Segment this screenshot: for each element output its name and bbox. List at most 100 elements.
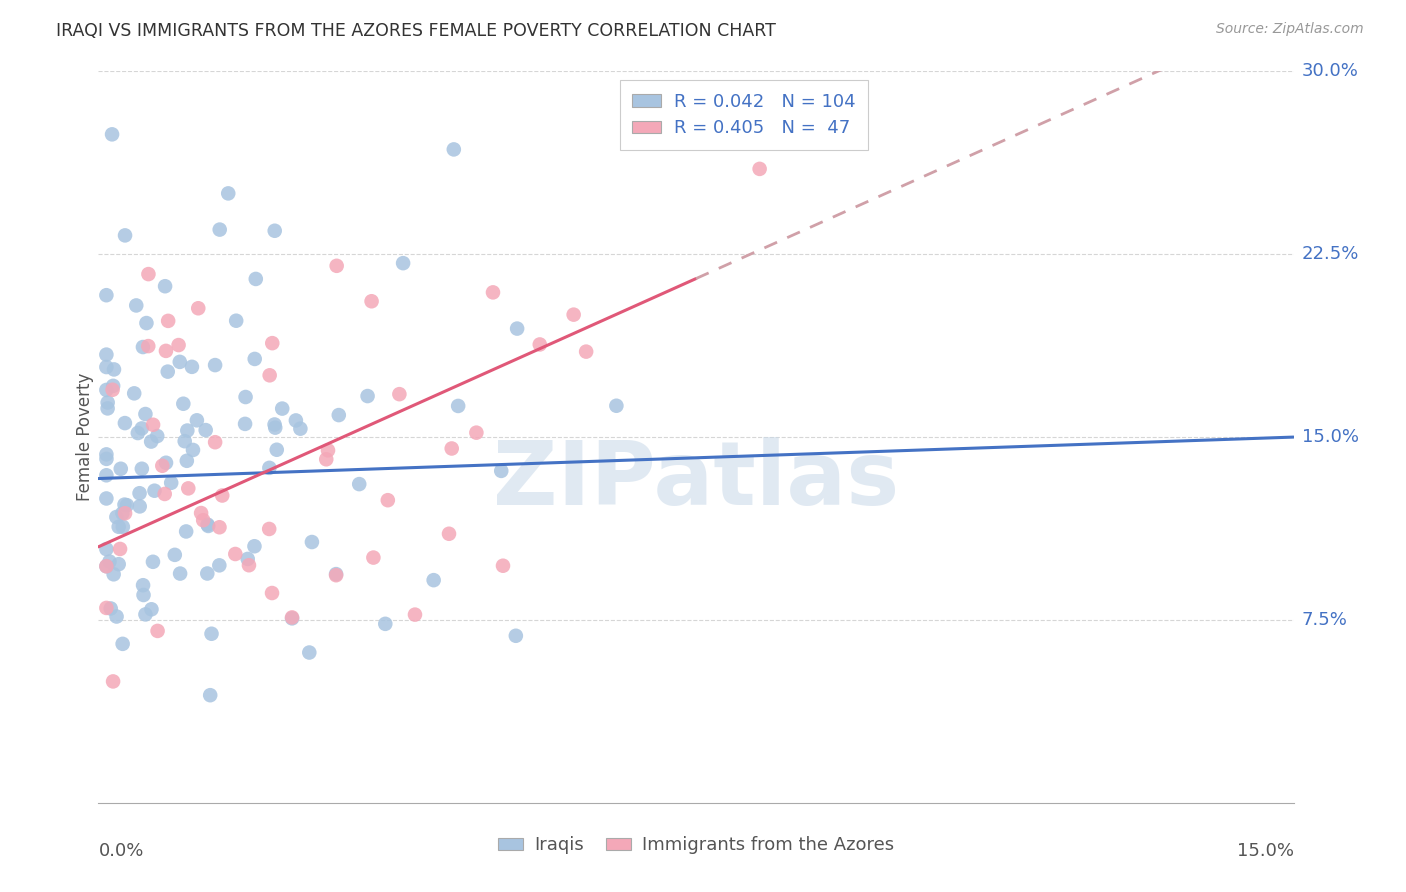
Point [328,408,350,422]
Point [96,348,118,362]
Text: 22.5%: 22.5% [1302,245,1360,263]
Point [142,555,165,569]
Point [271,401,294,416]
Point [132,578,155,592]
Point [114,416,136,430]
Point [96,542,118,557]
Point [101,128,124,142]
Point [141,602,163,616]
Point [325,568,347,582]
Point [363,550,385,565]
Point [200,688,222,702]
Point [437,526,460,541]
Point [259,461,281,475]
Text: 15.0%: 15.0% [1302,428,1358,446]
Point [114,228,136,243]
Point [377,493,399,508]
Point [187,301,209,316]
Point [174,524,197,539]
Point [105,609,128,624]
Point [264,420,287,434]
Point [96,447,118,461]
Point [155,343,177,358]
Point [101,674,124,689]
Point [107,557,129,571]
Point [134,607,156,622]
Point [235,390,257,404]
Point [167,338,190,352]
Point [181,359,204,374]
Point [204,358,226,372]
Point [562,308,585,322]
Point [208,558,231,573]
Point [114,506,136,520]
Point [173,434,195,449]
Point [262,336,284,351]
Point [163,548,186,562]
Point [96,288,118,302]
Text: Source: ZipAtlas.com: Source: ZipAtlas.com [1216,22,1364,37]
Point [281,610,304,624]
Point [260,586,283,600]
Point [103,362,125,376]
Point [143,483,166,498]
Point [605,399,627,413]
Point [96,468,118,483]
Point [96,559,118,574]
Point [176,424,198,438]
Point [97,401,120,416]
Point [208,520,231,534]
Point [138,267,160,281]
Point [172,397,194,411]
Text: ZIPatlas: ZIPatlas [494,437,898,524]
Point [404,607,426,622]
Text: 0.0%: 0.0% [98,842,143,860]
Point [98,555,121,569]
Point [422,573,444,587]
Point [132,340,155,354]
Point [245,272,267,286]
Point [257,522,280,536]
Point [128,486,150,500]
Point [266,442,288,457]
Text: 15.0%: 15.0% [1236,842,1294,860]
Point [176,454,198,468]
Point [211,489,233,503]
Point [132,588,155,602]
Point [157,314,180,328]
Point [96,559,118,574]
Point [114,498,136,512]
Text: 30.0%: 30.0% [1302,62,1358,80]
Point [186,413,208,427]
Point [440,442,463,456]
Point [492,558,515,573]
Point [150,458,173,473]
Point [233,417,256,431]
Point [134,407,156,421]
Point [208,222,231,236]
Point [100,601,122,615]
Point [127,425,149,440]
Point [290,422,312,436]
Point [177,482,200,496]
Point [315,452,337,467]
Point [142,417,165,432]
Point [160,475,183,490]
Point [153,487,176,501]
Point [465,425,488,440]
Legend: Iraqis, Immigrants from the Azores: Iraqis, Immigrants from the Azores [489,827,903,863]
Point [204,435,226,450]
Point [131,421,153,435]
Point [236,552,259,566]
Point [96,491,118,506]
Point [155,456,177,470]
Point [197,519,219,533]
Point [110,462,132,476]
Point [111,637,134,651]
Point [491,464,513,478]
Point [125,298,148,312]
Point [360,294,382,309]
Point [281,611,304,625]
Point [482,285,505,300]
Point [194,423,217,437]
